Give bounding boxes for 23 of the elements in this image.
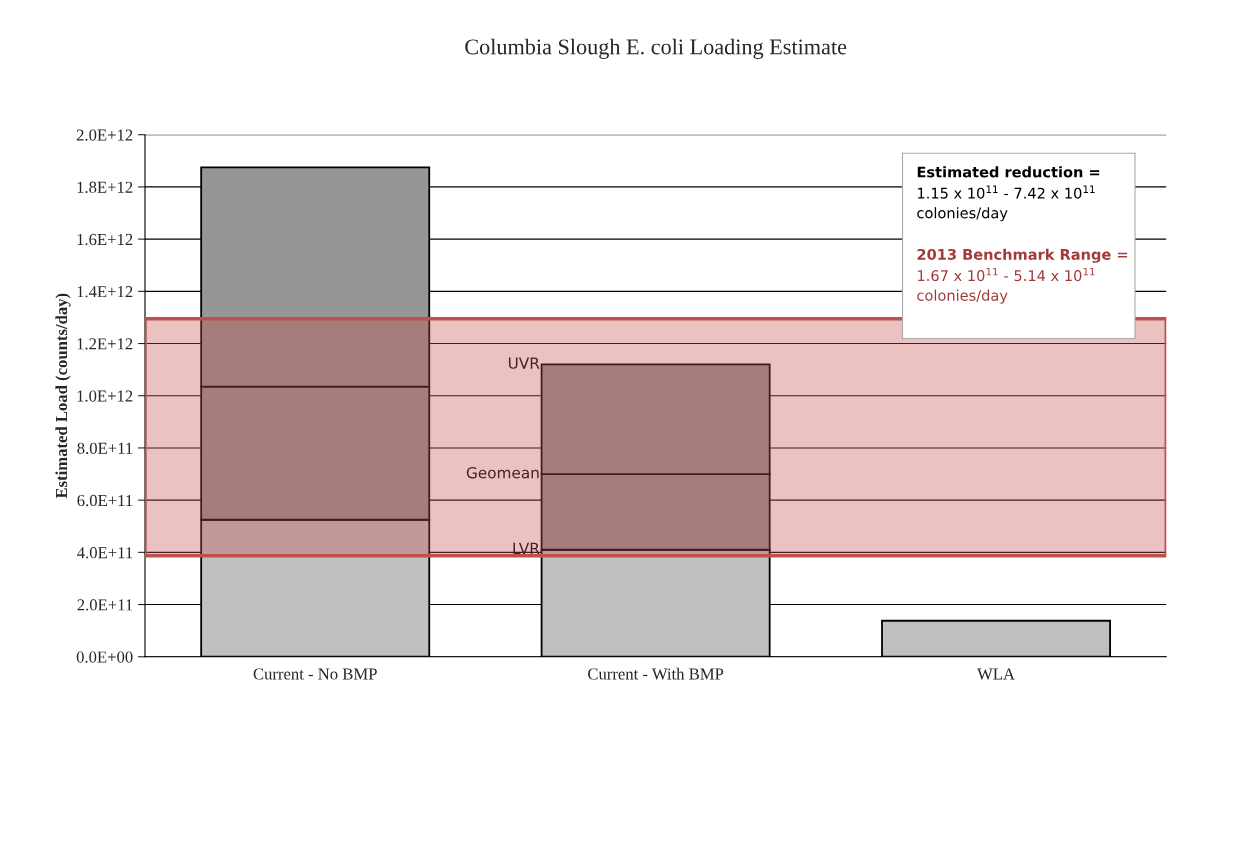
text: 1.15 x 10$^{11}$ - 7.42 x 10$^{11}$ colonies/day [917, 185, 1095, 222]
x-tick-label: Current - With BMP [588, 667, 724, 680]
y-tick-label: 1.0E+12 [77, 390, 133, 402]
y-tick-label: 8.0E+11 [77, 442, 133, 454]
y-tick-label: 1.2E+12 [77, 338, 133, 350]
y-tick-label: 6.0E+11 [77, 494, 133, 507]
chart-title: Columbia Slough E. coli Loading Estimate [465, 38, 847, 59]
series-label: UVR [508, 357, 540, 369]
x-tick-label: Current - No BMP [253, 668, 377, 680]
y-tick-label: 2.0E+11 [77, 599, 133, 611]
x-tick-label: WLA [977, 668, 1015, 680]
y-axis-title: Estimated Load (counts/day) [55, 293, 71, 499]
y-tick-label: 1.4E+12 [77, 286, 133, 298]
annotation: Estimated reduction = [917, 166, 1100, 178]
series-label: Geomean [466, 466, 539, 479]
series-label: LVR [513, 542, 540, 554]
y-tick-label: 0.0E+00 [76, 651, 133, 663]
y-tick-label: 1.6E+12 [77, 233, 133, 246]
annotation: 2013 Benchmark Range = [917, 248, 1128, 263]
y-tick-label: 1.8E+12 [77, 181, 133, 193]
y-tick-label: 4.0E+11 [77, 547, 133, 559]
text: 1.67 x 10$^{11}$ - 5.14 x 10$^{11}$ colonies/day [917, 267, 1095, 304]
y-tick-label: 2.0E+12 [76, 129, 133, 141]
